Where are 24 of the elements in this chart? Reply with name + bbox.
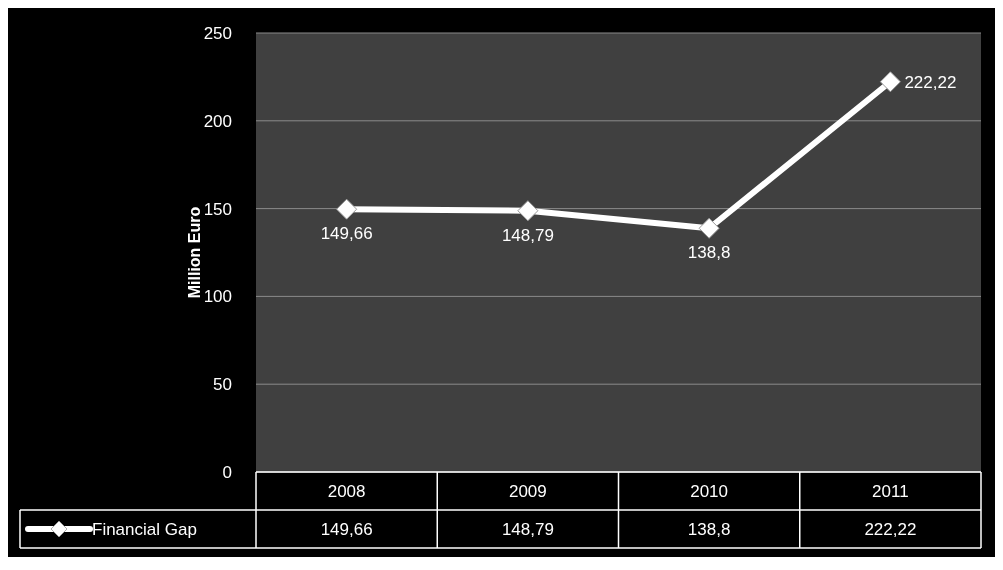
point [698,217,720,239]
text: 149,66 [320,224,373,244]
point [879,71,901,93]
y-tick-label: 0 [222,463,232,482]
text: 148,79 [501,225,554,245]
legend-label: Financial Gap [92,520,197,539]
data-label: 138,8 [687,520,731,539]
y-tick-label: 150 [203,199,232,219]
y-tick-label: 100 [203,287,232,307]
y-tick-label: 250 [203,24,232,43]
point [517,200,539,222]
x-tick-label: 2008 [327,482,366,501]
text: 138,8 [687,243,731,263]
y-tick-label: 200 [203,111,232,131]
text: 222,22 [904,72,957,92]
x-tick-label: 2011 [872,482,909,501]
data-label: 149,66 [320,520,373,539]
y-axis-title: Million Euro [186,206,203,299]
y-tick-label: 50 [213,375,232,395]
x-tick-label: 2009 [508,482,547,501]
x-tick-label: 2010 [690,482,729,501]
data-label: 222,22 [864,520,917,539]
point [336,198,358,220]
data-label: 148,79 [501,520,554,539]
